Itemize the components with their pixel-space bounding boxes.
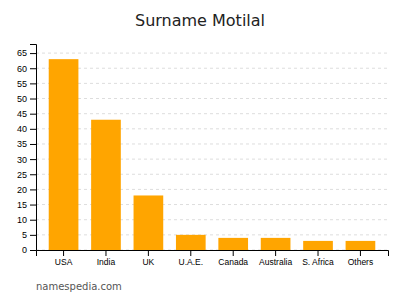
- grid: [36, 53, 388, 250]
- y-tick-label: 5: [22, 230, 27, 240]
- x-tick-mark: [190, 250, 191, 256]
- y-tick-label: 60: [17, 64, 27, 74]
- y-tick: 60: [17, 64, 36, 74]
- bar: [176, 235, 206, 250]
- bar: [218, 238, 248, 250]
- y-axis: 0 5 10 15 20 25 30 35 40 45 50 55 60 65: [17, 45, 37, 256]
- x-tick: U.A.E.: [179, 250, 204, 267]
- y-tick: 65: [17, 48, 36, 58]
- x-tick-mark: [275, 250, 276, 256]
- y-tick-label: 10: [17, 215, 27, 225]
- chart-svg: 0 5 10 15 20 25 30 35 40 45 50 55 60 65 USA India UK U.A.…: [0, 0, 400, 300]
- x-tick-mark: [148, 250, 149, 256]
- y-tick-mark: [30, 189, 36, 190]
- bar: [303, 241, 333, 250]
- x-tick: UK: [142, 250, 154, 267]
- y-tick: 30: [17, 154, 36, 164]
- y-tick: 20: [17, 185, 36, 195]
- plot-area: 0 5 10 15 20 25 30 35 40 45 50 55 60 65 USA India UK U.A.…: [17, 45, 389, 268]
- grid-line: [36, 189, 388, 190]
- y-tick-mark: [30, 159, 36, 160]
- y-tick-label: 25: [17, 170, 27, 180]
- y-tick-mark: [30, 114, 36, 115]
- x-tick-mark: [63, 250, 64, 256]
- y-tick-mark: [30, 129, 36, 130]
- x-axis-line: [37, 251, 389, 257]
- grid-line: [36, 68, 388, 69]
- y-tick: 15: [17, 200, 36, 210]
- x-tick-label: UK: [142, 257, 154, 267]
- x-tick: India: [97, 250, 116, 267]
- bar: [261, 238, 291, 250]
- y-axis-line: [30, 45, 37, 251]
- y-tick: 55: [17, 79, 36, 89]
- grid-line: [36, 113, 388, 114]
- footer-annotation: namespedia.com: [36, 281, 122, 292]
- y-tick-mark: [30, 68, 36, 69]
- y-tick: 35: [17, 139, 36, 149]
- x-tick-label: Others: [348, 257, 374, 267]
- y-tick-label: 15: [17, 200, 27, 210]
- y-tick-mark: [30, 144, 36, 145]
- grid-line: [36, 204, 388, 205]
- y-tick-mark: [30, 220, 36, 221]
- y-tick: 10: [17, 215, 36, 225]
- bar: [346, 241, 376, 250]
- y-tick-label: 65: [17, 48, 27, 58]
- x-tick-mark: [318, 250, 319, 256]
- x-tick-label: Australia: [259, 257, 292, 267]
- y-tick: 5: [22, 230, 36, 240]
- grid-line: [36, 219, 388, 220]
- bars: [49, 59, 376, 250]
- x-tick-mark: [105, 250, 106, 256]
- x-tick: Canada: [218, 250, 248, 267]
- x-tick-label: India: [97, 257, 116, 267]
- grid-line: [36, 234, 388, 235]
- y-tick-mark: [30, 83, 36, 84]
- x-tick-label: U.A.E.: [179, 257, 204, 267]
- bar: [49, 59, 79, 250]
- grid-line: [36, 143, 388, 144]
- x-tick-mark: [360, 250, 361, 256]
- bar: [134, 195, 164, 250]
- grid-line: [36, 159, 388, 160]
- y-tick-mark: [30, 174, 36, 175]
- x-tick: Others: [348, 250, 374, 267]
- y-tick-label: 55: [17, 79, 27, 89]
- y-tick-label: 50: [17, 94, 27, 104]
- x-tick-mark: [233, 250, 234, 256]
- y-tick-mark: [30, 235, 36, 236]
- y-tick-label: 0: [22, 245, 27, 255]
- chart-container: 0 5 10 15 20 25 30 35 40 45 50 55 60 65 USA India UK U.A.…: [0, 0, 400, 300]
- grid-line: [36, 98, 388, 99]
- y-tick-label: 20: [17, 185, 27, 195]
- y-tick: 25: [17, 170, 36, 180]
- grid-line: [36, 53, 388, 54]
- y-tick: 50: [17, 94, 36, 104]
- y-tick-mark: [30, 250, 36, 251]
- bar: [91, 120, 121, 250]
- grid-line: [36, 128, 388, 129]
- y-tick-mark: [30, 205, 36, 206]
- y-tick-label: 40: [17, 124, 27, 134]
- grid-line: [36, 83, 388, 84]
- title: Surname Motilal: [135, 11, 265, 30]
- x-tick: Australia: [259, 250, 292, 267]
- y-tick-mark: [30, 53, 36, 54]
- x-axis: USA India UK U.A.E. Canada Australia S. Africa…: [37, 250, 389, 267]
- y-tick-mark: [30, 99, 36, 100]
- y-tick-label: 45: [17, 109, 27, 119]
- y-tick-label: 35: [17, 139, 27, 149]
- y-tick: 0: [22, 245, 36, 255]
- y-tick: 45: [17, 109, 36, 119]
- x-tick-label: Canada: [218, 257, 248, 267]
- x-tick: S. Africa: [302, 250, 334, 267]
- y-tick: 40: [17, 124, 36, 134]
- y-tick-label: 30: [17, 154, 27, 164]
- grid-line: [36, 174, 388, 175]
- x-tick: USA: [55, 250, 73, 267]
- x-tick-label: USA: [55, 257, 73, 267]
- x-tick-label: S. Africa: [302, 257, 334, 267]
